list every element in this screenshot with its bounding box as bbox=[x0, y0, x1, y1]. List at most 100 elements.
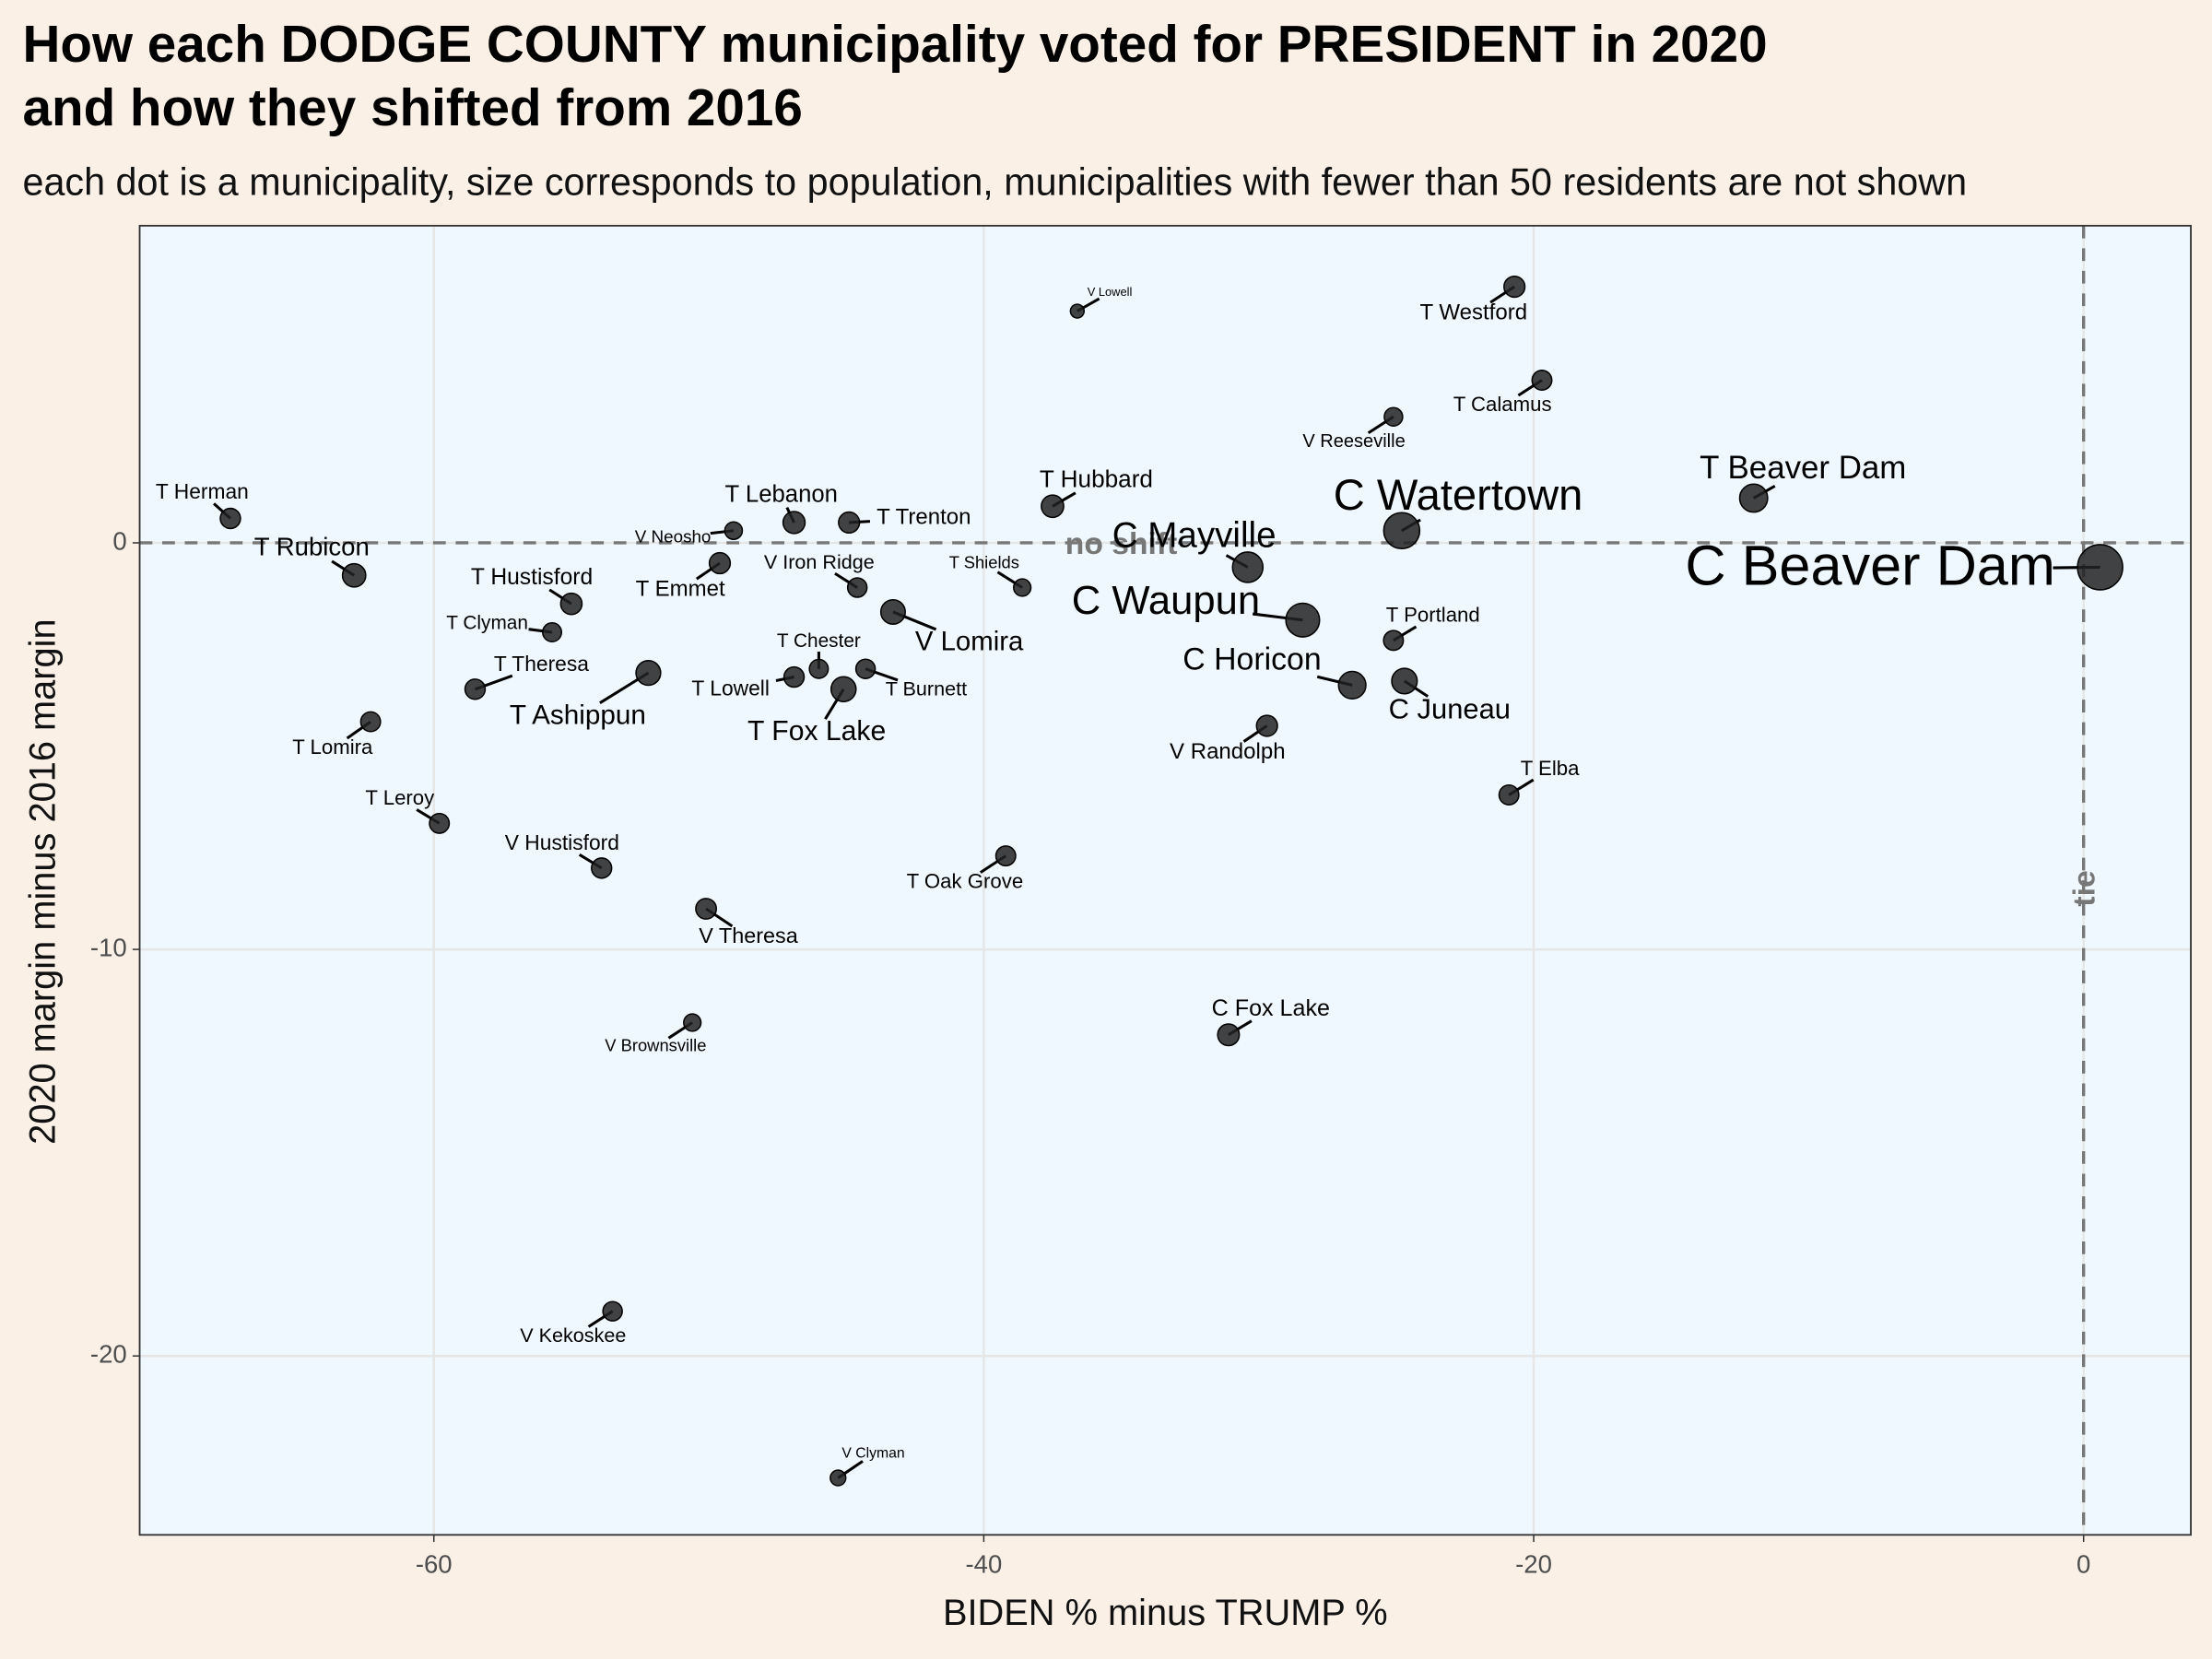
chart-title: How each DODGE COUNTY municipality voted… bbox=[22, 16, 1767, 74]
point-label: C Watertown bbox=[1334, 470, 1583, 519]
plot-panel bbox=[139, 225, 2192, 1535]
point-label: T Leroy bbox=[365, 786, 435, 809]
point bbox=[994, 845, 1017, 867]
label-group: V Lowell T Westford T Calamus V Reeseville T… bbox=[156, 285, 2055, 1462]
point bbox=[1503, 275, 1526, 299]
point-label: T Clyman bbox=[446, 612, 528, 633]
point bbox=[359, 711, 382, 733]
point bbox=[695, 898, 717, 920]
point-label: C Beaver Dam bbox=[1685, 535, 2054, 597]
reference-label: no shift bbox=[1065, 527, 1178, 561]
point-label: T Oak Grove bbox=[907, 870, 1024, 893]
point-label: V Hustisford bbox=[505, 830, 619, 854]
point-label: T Calamus bbox=[1453, 393, 1552, 416]
point bbox=[830, 1469, 847, 1487]
point-label: T Hubbard bbox=[1040, 465, 1153, 493]
point bbox=[1013, 578, 1032, 597]
point-label: V Iron Ridge bbox=[764, 550, 875, 573]
point bbox=[559, 592, 583, 616]
point-label: V Theresa bbox=[699, 924, 799, 947]
point bbox=[782, 511, 806, 535]
point bbox=[838, 511, 861, 535]
chart-title: and how they shifted from 2016 bbox=[22, 79, 802, 137]
point-label: C Juneau bbox=[1389, 692, 1511, 724]
point bbox=[1382, 512, 1421, 550]
point bbox=[683, 1013, 702, 1032]
chart-subtitle: each dot is a municipality, size corresp… bbox=[22, 160, 1967, 203]
y-tick-label: -10 bbox=[90, 933, 127, 961]
point-label: T Burnett bbox=[886, 677, 967, 700]
point bbox=[635, 659, 662, 687]
plot-border bbox=[138, 224, 2192, 1536]
point bbox=[1285, 602, 1321, 638]
point bbox=[724, 521, 744, 541]
point bbox=[854, 658, 877, 679]
point bbox=[1337, 670, 1367, 700]
point-label: V Lomira bbox=[915, 626, 1024, 656]
point-label: T Herman bbox=[156, 479, 249, 503]
point-label: C Fox Lake bbox=[1212, 995, 1330, 1021]
point bbox=[808, 658, 830, 679]
point-label: V Neosho bbox=[635, 526, 712, 546]
point-label: T Lowell bbox=[691, 676, 769, 700]
point-label: T Portland bbox=[1386, 604, 1480, 627]
point bbox=[341, 562, 367, 588]
x-tick-label: -60 bbox=[416, 1549, 453, 1578]
point bbox=[1217, 1023, 1241, 1047]
point bbox=[2077, 544, 2124, 591]
x-tick-label: -40 bbox=[965, 1549, 1002, 1578]
point bbox=[1382, 629, 1405, 652]
point bbox=[591, 857, 613, 879]
point bbox=[1738, 483, 1769, 513]
point bbox=[846, 577, 868, 598]
point bbox=[1041, 494, 1065, 519]
point-label: V Lowell bbox=[1088, 285, 1133, 299]
point bbox=[830, 676, 857, 703]
point bbox=[464, 678, 487, 700]
point-label: T Trenton bbox=[877, 505, 971, 530]
point-label: T Chester bbox=[777, 630, 861, 652]
point-label: C Horicon bbox=[1182, 641, 1321, 677]
point-label: T Hustisford bbox=[471, 565, 593, 590]
y-axis-title: 2020 margin minus 2016 margin bbox=[22, 618, 63, 1145]
x-axis-title: BIDEN % minus TRUMP % bbox=[943, 1593, 1388, 1633]
point-label: T Lebanon bbox=[725, 482, 838, 508]
x-tick-label: -20 bbox=[1515, 1549, 1552, 1578]
point-label: T Lomira bbox=[292, 735, 373, 759]
point-label: V Clyman bbox=[841, 1446, 904, 1462]
point bbox=[1391, 667, 1418, 695]
point-label: C Waupun bbox=[1072, 579, 1260, 623]
point-label: T Theresa bbox=[494, 652, 589, 676]
point bbox=[1255, 714, 1278, 737]
point-label: V Randolph bbox=[1170, 739, 1286, 764]
y-tick-label: -20 bbox=[90, 1339, 127, 1368]
point-group bbox=[219, 275, 2124, 1487]
point bbox=[1498, 783, 1520, 806]
point bbox=[602, 1300, 623, 1322]
point-label: V Kekoskee bbox=[520, 1324, 626, 1347]
point-label: V Reeseville bbox=[1302, 431, 1405, 452]
point-label: T Beaver Dam bbox=[1700, 450, 1906, 486]
point bbox=[1069, 303, 1086, 319]
point bbox=[542, 622, 563, 643]
x-tick-label: 0 bbox=[2077, 1549, 2090, 1578]
point bbox=[219, 507, 241, 530]
point-label: T Ashippun bbox=[510, 700, 646, 730]
reference-label: tie bbox=[2068, 870, 2102, 906]
point-label: T Fox Lake bbox=[747, 716, 886, 747]
point-label: C Mayville bbox=[1112, 515, 1277, 555]
point bbox=[429, 812, 451, 834]
point-label: V Brownsville bbox=[605, 1035, 706, 1054]
point bbox=[1231, 551, 1265, 583]
point-label: T Shields bbox=[949, 552, 1019, 571]
point bbox=[1531, 370, 1553, 392]
point-label: T Emmet bbox=[636, 576, 725, 601]
point bbox=[879, 598, 906, 625]
point bbox=[1383, 406, 1404, 427]
y-tick-label: 0 bbox=[112, 526, 126, 555]
point-label: T Rubicon bbox=[254, 532, 370, 560]
point-label: T Westford bbox=[1419, 300, 1527, 324]
point-label: T Elba bbox=[1521, 757, 1580, 780]
point bbox=[708, 551, 732, 575]
